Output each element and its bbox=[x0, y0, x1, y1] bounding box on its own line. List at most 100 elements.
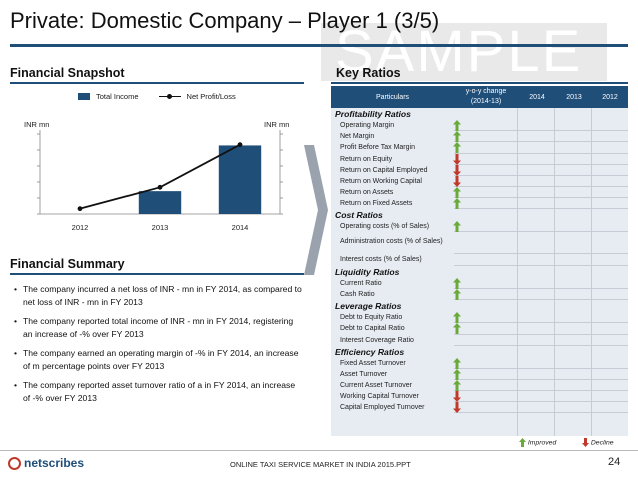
key-ratios-table: Particulars y-o-y change (2014-13) 2014 … bbox=[331, 86, 628, 436]
ratio-values bbox=[454, 254, 628, 266]
arrow-down-icon bbox=[582, 438, 589, 447]
ratio-row: Capital Employed Turnover bbox=[331, 402, 628, 414]
ratio-values bbox=[454, 289, 628, 301]
arrow-up-icon bbox=[453, 357, 461, 369]
financial-summary-divider bbox=[10, 273, 304, 275]
header-yoy: y-o-y change (2014-13) bbox=[465, 88, 507, 105]
arrow-up-icon bbox=[453, 221, 461, 233]
arrow-up-icon bbox=[453, 323, 461, 335]
legend-line-label: Net Profit/Loss bbox=[186, 92, 236, 101]
summary-bullet: • The company incurred a net loss of INR … bbox=[14, 284, 302, 307]
ratio-label: Profit Before Tax Margin bbox=[340, 144, 415, 152]
ratio-label: Interest Coverage Ratio bbox=[340, 336, 414, 344]
ratio-row: Profit Before Tax Margin bbox=[331, 142, 628, 154]
ratio-values bbox=[454, 131, 628, 143]
footer-divider bbox=[0, 450, 638, 451]
summary-bullet: • The company earned an operating margin … bbox=[14, 348, 299, 371]
ratio-values bbox=[454, 402, 628, 414]
key-ratios-title: Key Ratios bbox=[336, 66, 401, 80]
ratio-label: Administration costs (% of Sales) bbox=[340, 238, 443, 246]
ratio-label: Debt to Equity Ratio bbox=[340, 314, 403, 322]
chevron-right-icon bbox=[304, 145, 328, 275]
header-particulars: Particulars bbox=[375, 93, 410, 101]
ratio-row: Debt to Capital Ratio bbox=[331, 323, 628, 335]
arrow-up-icon bbox=[453, 131, 461, 143]
ratio-values bbox=[454, 165, 628, 176]
footer-title: ONLINE TAXI SERVICE MARKET IN INDIA 2015… bbox=[230, 460, 411, 469]
arrow-down-icon bbox=[453, 153, 461, 165]
ratio-label: Interest costs (% of Sales) bbox=[340, 256, 422, 264]
chart-legend: Total Income Net Profit/Loss bbox=[78, 92, 236, 101]
left-axis-unit: INR mn bbox=[24, 120, 50, 129]
page-number: 24 bbox=[608, 456, 621, 468]
ratio-row: Administration costs (% of Sales) bbox=[331, 232, 628, 255]
chart-plot: 2012 2013 2014 bbox=[37, 130, 283, 232]
line-point bbox=[157, 184, 163, 190]
column-divider bbox=[517, 108, 518, 436]
ratio-label: Net Margin bbox=[340, 133, 375, 141]
ratio-row: Return on Equity bbox=[331, 153, 628, 165]
financial-snapshot-title: Financial Snapshot bbox=[10, 66, 125, 80]
ratio-row: Return on Fixed Assets bbox=[331, 197, 628, 210]
ratio-category: Leverage Ratios bbox=[335, 301, 402, 312]
table-header: Particulars y-o-y change (2014-13) 2014 … bbox=[331, 86, 628, 108]
arrow-down-icon bbox=[453, 175, 461, 187]
ratio-row: Return on Assets bbox=[331, 186, 628, 198]
header-2013: 2013 bbox=[566, 93, 582, 101]
legend-line-swatch bbox=[158, 93, 181, 101]
ratio-label: Return on Equity bbox=[340, 155, 393, 163]
ratio-label: Return on Assets bbox=[340, 188, 394, 196]
ratio-label: Cash Ratio bbox=[340, 290, 375, 298]
arrow-up-icon bbox=[453, 186, 461, 198]
ratio-row: Operating Margin bbox=[331, 120, 628, 132]
ratio-values bbox=[454, 187, 628, 198]
ratio-values bbox=[454, 221, 628, 233]
ratio-label: Operating costs (% of Sales) bbox=[340, 223, 430, 231]
ratio-category: Profitability Ratios bbox=[335, 109, 411, 119]
line-point bbox=[77, 206, 83, 212]
ratio-row: Operating costs (% of Sales) bbox=[331, 221, 628, 233]
netscribes-logo: netscribes bbox=[8, 456, 84, 470]
ratio-category: Liquidity Ratios bbox=[335, 266, 400, 277]
ratio-values bbox=[454, 369, 628, 381]
ratio-row: Cash Ratio bbox=[331, 288, 628, 301]
ratio-row: Fixed Asset Turnover bbox=[331, 357, 628, 369]
ratio-values bbox=[454, 142, 628, 154]
ratio-values bbox=[454, 312, 628, 324]
arrow-up-icon bbox=[453, 368, 461, 380]
ratio-row: Current Ratio bbox=[331, 277, 628, 289]
financial-snapshot-divider bbox=[10, 82, 304, 84]
key-ratios-divider bbox=[331, 82, 628, 84]
arrow-up-icon bbox=[453, 380, 461, 392]
page-title: Private: Domestic Company – Player 1 (3/… bbox=[10, 8, 440, 33]
ratio-row: Return on Working Capital bbox=[331, 175, 628, 187]
ratio-values bbox=[454, 323, 628, 335]
summary-bullet: • The company reported asset turnover rat… bbox=[14, 380, 296, 403]
ratio-row: Debt to Equity Ratio bbox=[331, 312, 628, 324]
x-tick-label: 2012 bbox=[72, 223, 89, 232]
ratio-values bbox=[454, 335, 628, 346]
header-2012: 2012 bbox=[602, 93, 618, 101]
ratio-values bbox=[454, 278, 628, 289]
arrow-down-icon bbox=[453, 402, 461, 414]
ratio-values bbox=[454, 198, 628, 210]
ratio-row: Net Margin bbox=[331, 131, 628, 143]
title-divider bbox=[10, 44, 628, 47]
column-divider bbox=[554, 108, 555, 436]
financial-summary-title: Financial Summary bbox=[10, 257, 125, 271]
ratio-label: Return on Working Capital bbox=[340, 177, 422, 185]
ratio-row: Working Capital Turnover bbox=[331, 391, 628, 403]
summary-bullet: • The company reported total income of IN… bbox=[14, 316, 294, 339]
bar bbox=[138, 191, 182, 214]
arrow-up-icon bbox=[453, 120, 461, 132]
arrow-up-icon bbox=[453, 312, 461, 324]
ratio-values bbox=[454, 120, 628, 132]
summary-bullets: • The company incurred a net loss of INR … bbox=[14, 283, 304, 411]
legend-bar-label: Total Income bbox=[96, 92, 139, 101]
logo-icon bbox=[8, 456, 21, 470]
ratio-row: Asset Turnover bbox=[331, 368, 628, 381]
ratio-row: Return on Capital Employed bbox=[331, 164, 628, 176]
legend-bar-swatch bbox=[78, 93, 90, 100]
ratio-values bbox=[454, 358, 628, 369]
arrow-up-icon bbox=[453, 142, 461, 154]
